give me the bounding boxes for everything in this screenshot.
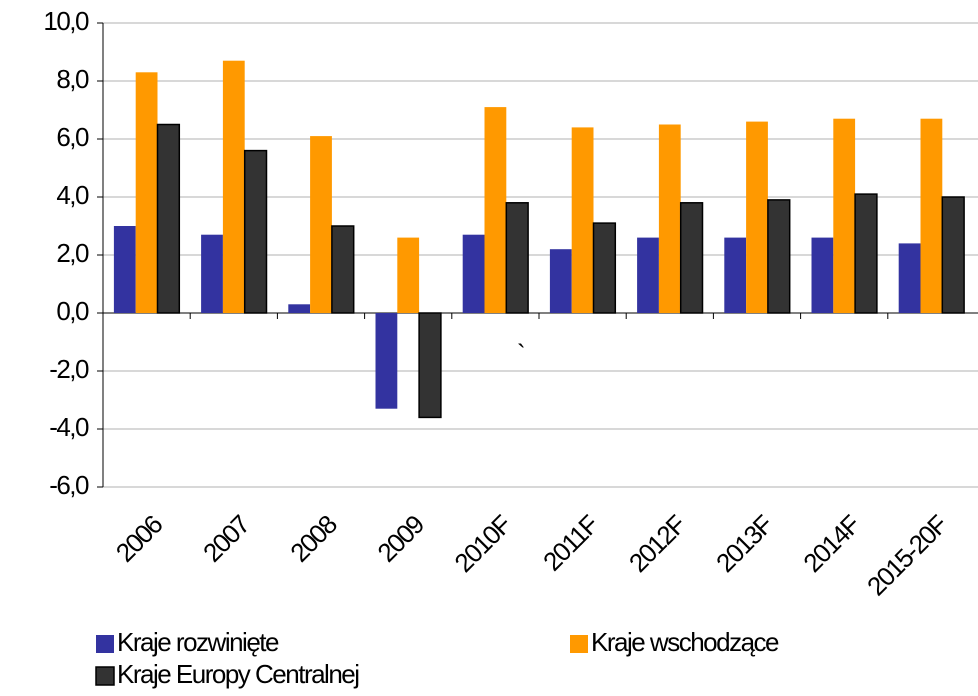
y-tick-label: 0,0 [56, 296, 89, 326]
legend-label: Kraje rozwinięte [117, 627, 279, 657]
bar [243, 149, 268, 314]
x-tick-label: 2010F [448, 509, 516, 577]
bar [418, 312, 442, 419]
bar [331, 225, 355, 314]
legend-label: Kraje Europy Centralnej [117, 659, 359, 689]
y-tick-label: 10,0 [43, 6, 89, 36]
bar [484, 107, 507, 313]
bar [549, 249, 572, 313]
y-tick-label: -6,0 [49, 470, 89, 500]
bar [310, 136, 332, 313]
x-tick-label: 2015-20F [861, 509, 953, 601]
bar [854, 193, 878, 314]
bar [571, 127, 594, 314]
bar [724, 237, 747, 313]
bar [767, 199, 791, 314]
y-tick-label: 8,0 [56, 64, 89, 94]
x-tick-label: 2014F [797, 509, 865, 577]
x-tick-label: 2007 [197, 509, 256, 568]
bar [201, 234, 223, 313]
bar [679, 202, 704, 314]
legend-label: Kraje wschodzące [591, 627, 779, 657]
bar [113, 226, 136, 313]
bar [375, 313, 398, 409]
legend-swatch [96, 635, 114, 653]
legend-swatch [95, 666, 115, 686]
bar [135, 72, 158, 313]
bar [505, 202, 529, 314]
annotation: ` [517, 339, 524, 369]
bar [941, 196, 965, 314]
x-tick-label: 2012F [623, 509, 691, 577]
bar [222, 60, 245, 314]
bar [592, 222, 617, 314]
y-tick-label: -4,0 [49, 412, 89, 442]
y-tick-label: 6,0 [56, 122, 89, 152]
bar [920, 118, 943, 313]
bar [637, 237, 659, 313]
legend-swatch [570, 635, 588, 653]
bar [746, 121, 768, 313]
x-tick-label: 2006 [110, 509, 169, 568]
bar [397, 237, 420, 313]
bar [833, 118, 856, 313]
x-tick-label: 2008 [284, 509, 343, 568]
bar [288, 304, 311, 313]
bar [658, 124, 681, 313]
x-tick-label: 2013F [710, 509, 778, 577]
y-tick-label: -2,0 [49, 354, 89, 384]
x-tick-label: 2009 [371, 509, 430, 568]
bar [156, 123, 181, 314]
y-tick-label: 4,0 [56, 180, 89, 210]
x-tick-label: 2011F [537, 509, 604, 576]
bar [811, 237, 834, 313]
bar [462, 234, 485, 313]
y-tick-label: 2,0 [56, 238, 89, 268]
bar [898, 243, 921, 313]
